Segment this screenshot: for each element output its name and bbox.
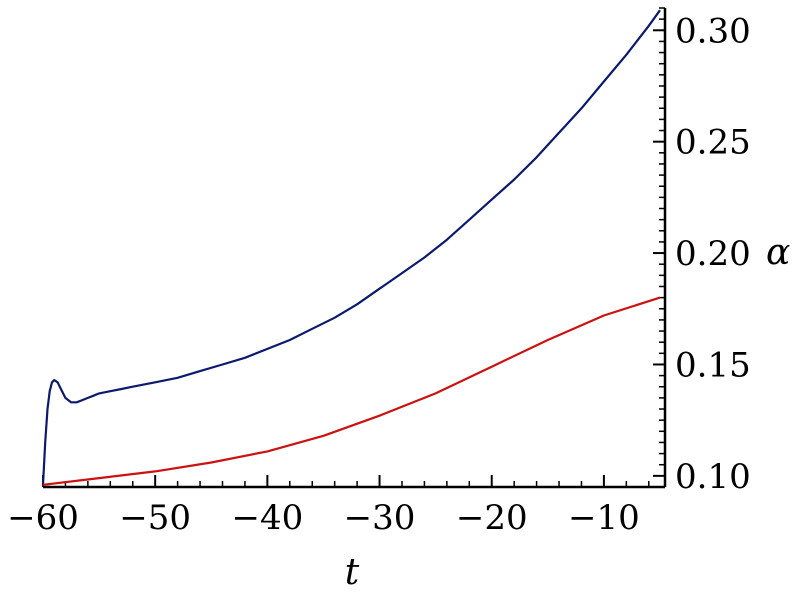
x-tick-label: −50 bbox=[119, 498, 191, 538]
x-tick-label: −10 bbox=[568, 498, 640, 538]
y-tick-label: 0.10 bbox=[675, 457, 751, 497]
x-axis: −60 −50 −40 −30 −20 −10 t bbox=[7, 475, 665, 593]
x-tick-label: −60 bbox=[7, 498, 79, 538]
x-tick-label: −40 bbox=[231, 498, 303, 538]
y-tick-label: 0.15 bbox=[675, 345, 751, 385]
y-tick-label: 0.20 bbox=[675, 234, 751, 274]
series-layer bbox=[41, 9, 661, 486]
y-tick-label: 0.30 bbox=[675, 11, 751, 51]
x-tick-label: −20 bbox=[456, 498, 528, 538]
y-axis: 0.10 0.15 0.20 0.25 0.30 α bbox=[653, 7, 790, 497]
series-line-2 bbox=[42, 296, 661, 486]
x-axis-title: t bbox=[345, 552, 360, 593]
x-tick-label: −30 bbox=[344, 498, 416, 538]
y-axis-title: α bbox=[766, 232, 790, 273]
y-tick-label: 0.25 bbox=[675, 123, 751, 163]
x-ticks: −60 −50 −40 −30 −20 −10 bbox=[7, 475, 650, 538]
y-ticks: 0.10 0.15 0.20 0.25 0.30 bbox=[653, 7, 751, 497]
series-line-1 bbox=[41, 9, 661, 485]
